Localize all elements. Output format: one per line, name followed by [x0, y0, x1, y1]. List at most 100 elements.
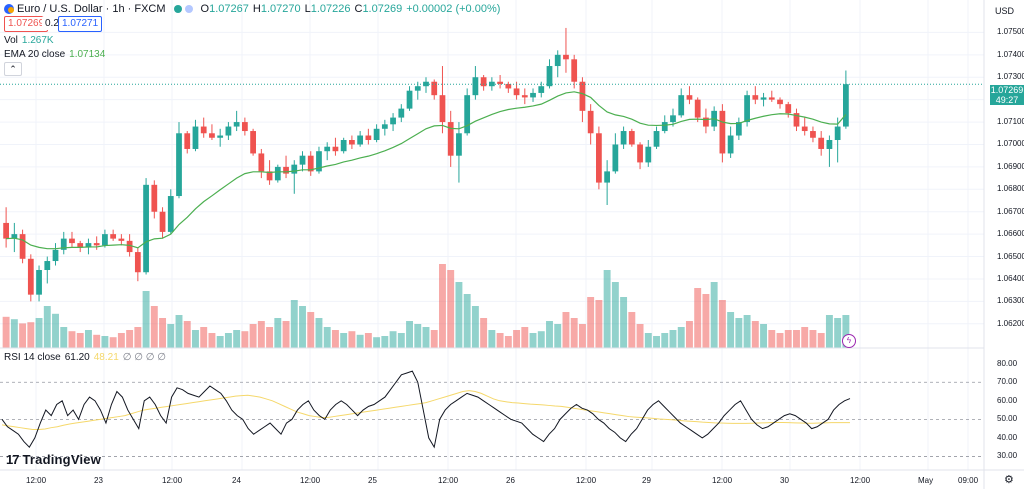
- candle-body: [151, 184, 158, 212]
- candle-body: [176, 133, 182, 197]
- volume-bar: [776, 333, 784, 348]
- volume-bar: [834, 318, 842, 348]
- rsi-ma-line: [1, 390, 851, 431]
- volume-bar: [175, 315, 183, 348]
- time-tick-label: 30: [780, 476, 789, 485]
- tradingview-logo[interactable]: 17 TradingView: [6, 452, 101, 467]
- time-tick-label: 12:00: [26, 476, 47, 485]
- candle-body: [167, 196, 174, 232]
- candle-body: [110, 234, 117, 239]
- buy-price-button[interactable]: 1.07271: [58, 16, 103, 32]
- volume-bar: [661, 333, 669, 348]
- market-open-icon: [173, 5, 182, 13]
- candle-body: [381, 124, 388, 129]
- volume-bar: [677, 327, 685, 348]
- volume-bar: [718, 300, 726, 348]
- candle-body: [373, 128, 380, 140]
- gear-icon[interactable]: ⚙: [1004, 474, 1014, 486]
- time-tick-label: 12:00: [438, 476, 459, 485]
- volume-bar: [422, 327, 430, 348]
- volume-bar: [611, 282, 619, 348]
- price-tick-label: 1.07500: [997, 27, 1024, 37]
- candle-body: [826, 140, 833, 149]
- candle-body: [332, 146, 339, 152]
- volume-bar: [554, 324, 562, 348]
- candle-body: [579, 81, 586, 111]
- candle-body: [349, 140, 355, 145]
- candle-body: [60, 238, 67, 250]
- volume-bar: [685, 321, 693, 348]
- candle-body: [324, 146, 331, 152]
- candle-body: [571, 59, 578, 82]
- candle-body: [554, 54, 561, 67]
- candle-body: [431, 81, 438, 96]
- time-tick-label: 23: [94, 476, 103, 485]
- volume-bar: [562, 312, 570, 348]
- low-label: L: [304, 3, 311, 15]
- high-label: H: [252, 3, 261, 15]
- candle-body: [241, 122, 248, 132]
- event-lightning-icon[interactable]: ϟ: [842, 334, 856, 348]
- candle-body: [299, 155, 306, 165]
- time-tick-label: 12:00: [162, 476, 183, 485]
- rsi-legend[interactable]: RSI 14 close 61.20 48.21 ∅ ∅ ∅ ∅: [4, 352, 166, 363]
- sell-price-button[interactable]: 1.07269: [4, 16, 49, 32]
- volume-bar: [653, 336, 660, 348]
- volume-bar: [216, 336, 224, 348]
- volume-bar: [192, 330, 199, 348]
- candle-body: [538, 86, 545, 93]
- candle-body: [513, 88, 520, 96]
- rsi-label: RSI 14 close: [4, 352, 61, 363]
- data-status-icon: [184, 5, 193, 13]
- candle-body: [11, 234, 18, 239]
- candle-body: [184, 133, 191, 149]
- candle-body: [233, 122, 240, 127]
- volume-legend[interactable]: Vol 1.267K: [4, 35, 54, 46]
- ema-label: EMA 20 close: [4, 49, 66, 60]
- candle-body: [414, 86, 421, 91]
- candle-body: [283, 166, 289, 174]
- candle-body: [456, 133, 462, 156]
- candle-body: [596, 133, 602, 183]
- volume-bar: [751, 321, 759, 348]
- close-value: 1.07269: [362, 3, 403, 15]
- volume-bar: [19, 323, 27, 348]
- candle-body: [447, 122, 454, 156]
- volume-bar: [52, 313, 59, 348]
- volume-bar: [27, 322, 35, 348]
- rsi-tick-label: 80.00: [997, 358, 1018, 368]
- volume-bar: [315, 318, 323, 348]
- candle-body: [464, 95, 471, 134]
- volume-bar: [480, 318, 488, 348]
- volume-bar: [496, 333, 504, 348]
- candle-body: [118, 238, 125, 241]
- volume-label: Vol: [4, 35, 18, 46]
- rsi-tick-label: 50.00: [997, 414, 1018, 424]
- time-tick-label: 26: [506, 476, 515, 485]
- spread-value: 0.2: [42, 16, 62, 30]
- rsi-ma-value: 48.21: [93, 352, 119, 363]
- collapse-legend-button[interactable]: ⌃: [4, 62, 22, 76]
- volume-bar: [570, 318, 578, 348]
- candle-body: [497, 81, 503, 84]
- candle-body: [719, 110, 726, 154]
- candle-body: [390, 117, 396, 125]
- ema-legend[interactable]: EMA 20 close 1.07134: [4, 49, 105, 60]
- candle-body: [126, 240, 133, 253]
- volume-bar: [134, 327, 142, 348]
- volume-bar: [842, 315, 850, 348]
- candle-body: [274, 166, 281, 181]
- candle-body: [744, 95, 750, 123]
- volume-bar: [710, 282, 718, 348]
- candle-body: [357, 135, 364, 145]
- volume-bar: [694, 288, 702, 348]
- symbol-title[interactable]: Euro / U.S. Dollar · 1h · FXCM: [17, 3, 166, 15]
- currency-label[interactable]: USD: [995, 6, 1015, 16]
- candle-body: [620, 131, 627, 145]
- volume-bar: [587, 297, 595, 348]
- candle-body: [134, 252, 141, 273]
- time-tick-label: 24: [232, 476, 241, 485]
- eur-usd-flag-icon: [4, 4, 14, 14]
- volume-bar: [636, 324, 644, 348]
